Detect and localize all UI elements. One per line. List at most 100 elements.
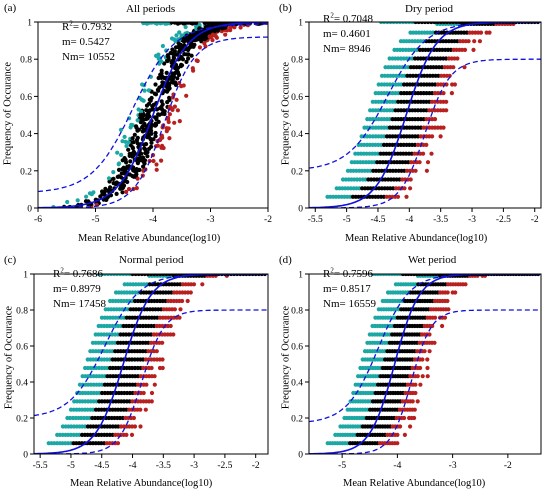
point-below-prediction (433, 315, 438, 320)
point-below-prediction (171, 332, 176, 337)
point-below-prediction (180, 298, 185, 304)
point-below-prediction (184, 93, 189, 98)
point-above-prediction (376, 117, 381, 122)
point-above-prediction (174, 33, 179, 38)
point-below-prediction (402, 432, 407, 437)
confidence-lower-line (309, 58, 541, 208)
point-neutral (402, 82, 407, 87)
point-neutral (153, 134, 158, 139)
x-tick-label: -3 (468, 215, 476, 225)
point-top-row (169, 22, 174, 25)
point-neutral (432, 39, 437, 44)
point-above-prediction (120, 139, 125, 144)
point-top-row (388, 22, 393, 25)
point-neutral (393, 168, 398, 173)
plot-canvas-normal-period: -5.5 -5 -4.5 -4 -3.5 -3 -2.5 -2 0 0.2 0.4 0.6 0.8 1 (16, 271, 269, 471)
point-neutral (114, 191, 119, 196)
point-below-prediction (203, 44, 208, 49)
point-below-prediction (402, 186, 407, 191)
point-above-prediction (156, 56, 161, 61)
x-axis-label: Mean Relative Abundance(log10) (70, 478, 213, 489)
point-neutral (139, 112, 144, 117)
point-above-prediction (111, 170, 116, 175)
point-above-prediction (331, 194, 336, 199)
point-below-prediction (408, 424, 413, 429)
plot-frame (33, 273, 269, 455)
neutral-fit-line (38, 22, 268, 208)
point-below-prediction (435, 125, 440, 130)
point-below-prediction (223, 32, 228, 37)
point-below-prediction (424, 142, 429, 147)
y-tick-label: 0.4 (20, 130, 32, 140)
point-neutral (424, 91, 429, 96)
point-neutral (153, 82, 158, 87)
y-tick-label: 0.2 (16, 415, 28, 425)
point-above-prediction (397, 65, 402, 70)
point-neutral (422, 73, 427, 78)
point-neutral (446, 39, 451, 44)
point-above-prediction (362, 142, 367, 147)
point-neutral (387, 142, 392, 147)
point-below-prediction (167, 112, 172, 117)
m-value: m= 0.8517 (323, 283, 371, 295)
point-neutral (149, 131, 154, 136)
point-below-prediction (442, 315, 448, 320)
point-top-row (422, 22, 428, 25)
y-axis-label: Frequency of Occurance (280, 61, 292, 166)
point-above-prediction (130, 123, 135, 128)
point-above-prediction (376, 142, 381, 147)
point-top-row (188, 22, 193, 25)
point-top-row (438, 22, 443, 25)
point-neutral (411, 65, 416, 70)
point-neutral (424, 99, 429, 104)
point-top-row (407, 22, 412, 25)
y-tick-label: 0.6 (291, 343, 303, 353)
point-above-prediction (418, 39, 423, 44)
point-below-prediction (232, 25, 237, 30)
point-below-prediction (188, 290, 193, 295)
panel-label: (b) (279, 2, 292, 14)
y-tick-label: 1 (298, 19, 303, 29)
y-tick-label: 0.4 (16, 379, 28, 389)
point-below-prediction (138, 424, 143, 429)
point-below-prediction (124, 189, 129, 194)
point-below-prediction (438, 134, 443, 139)
point-top-row (127, 274, 132, 277)
r2-value: = 0.7048 (333, 13, 374, 25)
panel-wet-period: -5 -4 -3 -2 0 0.2 0.4 0.6 0.8 1 (d) Wet period R2… (275, 248, 550, 496)
point-top-row (130, 274, 135, 277)
point-neutral (370, 194, 375, 199)
x-axis-label: Mean Relative Abundance(log10) (343, 478, 486, 489)
point-top-row (444, 22, 449, 25)
point-neutral (173, 52, 178, 57)
x-tick-label: -4.5 (94, 461, 109, 471)
y-tick-label: 0.6 (291, 93, 303, 103)
point-neutral (156, 119, 161, 124)
point-below-prediction (126, 186, 132, 192)
point-above-prediction (357, 177, 362, 182)
point-top-row (142, 274, 147, 277)
point-below-prediction (181, 83, 186, 88)
point-top-row (153, 22, 158, 25)
x-tick-label: -3 (190, 461, 198, 471)
point-top-row (460, 22, 465, 25)
plot-canvas-wet-period: -5 -4 -3 -2 0 0.2 0.4 0.6 0.8 1 (291, 271, 542, 471)
x-tick-label: -4 (129, 461, 137, 471)
point-neutral (131, 168, 136, 173)
point-neutral (161, 110, 166, 115)
point-top-row (210, 22, 215, 26)
point-below-prediction (424, 168, 429, 173)
point-neutral (135, 161, 140, 166)
stats-box: R2= 0.7048 m= 0.4601 Nm= 8946 (323, 11, 374, 55)
point-above-prediction (396, 73, 401, 78)
x-tick-label: -6 (34, 215, 42, 225)
point-below-prediction (115, 441, 121, 446)
point-below-prediction (408, 186, 413, 191)
point-below-prediction (415, 374, 420, 379)
point-above-prediction (361, 160, 366, 165)
r2-value: = 0.7932 (72, 21, 113, 33)
point-neutral (396, 125, 401, 130)
point-below-prediction (151, 158, 156, 164)
point-neutral (138, 120, 143, 125)
point-above-prediction (173, 38, 178, 43)
